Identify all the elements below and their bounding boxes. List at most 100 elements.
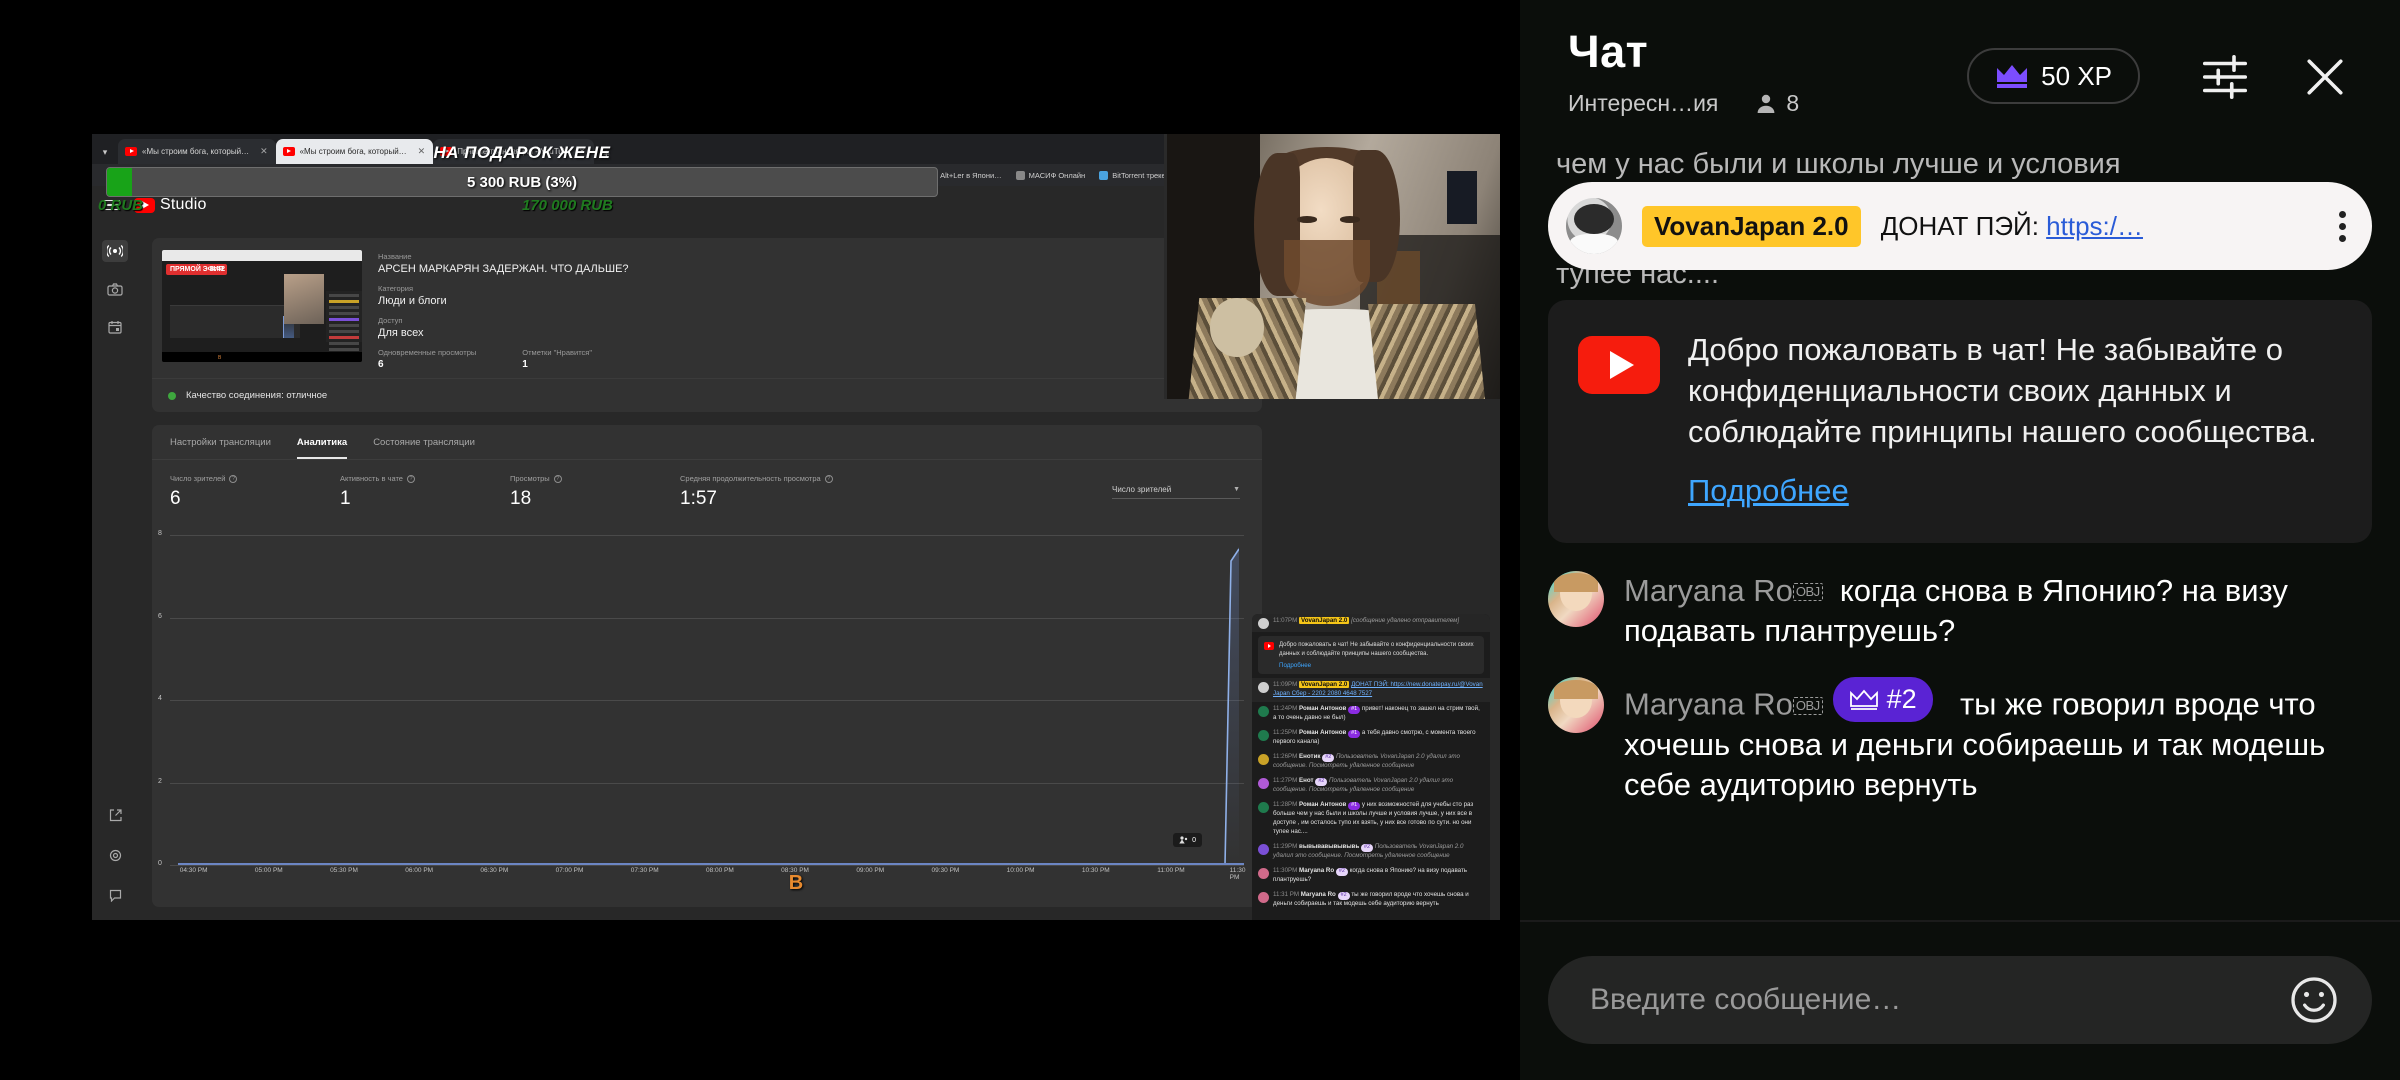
hamburger-menu-icon[interactable] [104, 199, 120, 211]
studio-wordmark: Studio [160, 196, 207, 213]
tab-analytics[interactable]: Аналитика [296, 437, 348, 459]
avatar [1548, 570, 1604, 627]
chevron-down-icon[interactable]: ▾ [102, 146, 108, 157]
schedule-icon[interactable] [102, 316, 128, 338]
message-author: VovanJapan 2.0 [1299, 617, 1350, 624]
notice-link[interactable]: Подробнее [1279, 662, 1312, 670]
xp-badge[interactable]: 50 XP [1967, 48, 2140, 104]
message-time: 11:24PM [1273, 705, 1298, 713]
analytics-tabs[interactable]: Настройки трансляции Аналитика Состояние… [152, 425, 1262, 460]
browser-tab-0[interactable]: «Мы строим бога, который… ✕ [118, 139, 276, 164]
notice-link[interactable]: Подробнее [1688, 472, 1849, 508]
message-time: 11:30PM [1273, 867, 1298, 875]
bookmark-item[interactable]: ЯРКСИ-Онлайн [697, 170, 765, 180]
studio-sidebar-bottom[interactable] [92, 804, 138, 906]
message-text: привет! наконец то зашел на стрим твой, … [1273, 705, 1480, 722]
studio-sidebar[interactable] [92, 224, 138, 920]
bookmark-label: МАСИФ Онлайн [1028, 170, 1086, 180]
bookmark-item[interactable]: BitTorrent трекер A… [1099, 170, 1184, 180]
preview-chat [326, 291, 362, 351]
message-author: Maryana Ro [1299, 867, 1335, 875]
pinned-message-link[interactable]: https:/… [2046, 210, 2143, 241]
close-icon[interactable]: ✕ [578, 146, 586, 156]
embedded-chat-message: 11:28PM Роман Антонов #1 у них возможнос… [1252, 798, 1490, 840]
video-stage[interactable]: ▾ «Мы строим бога, который… ✕ «Мы строим… [0, 0, 1520, 1080]
chat-message-list[interactable]: Добро пожаловать в чат! Не забывайте о к… [1520, 300, 2400, 920]
studio-logo[interactable]: Studio [134, 196, 207, 214]
bookmark-item[interactable]: ВКонтакте [863, 170, 914, 180]
gear-icon[interactable] [102, 844, 128, 866]
bookmark-item[interactable]: [НЕ] БЛОГ о Японии… [592, 170, 683, 180]
x-tick-label: 08:30 PM [781, 867, 809, 874]
preview-chart [170, 305, 300, 338]
message-author: Роман Антонов [1299, 801, 1347, 809]
tab-stream-settings[interactable]: Настройки трансляции [170, 437, 271, 448]
bookmark-item[interactable]: BitTorrent трекер [779, 170, 850, 180]
help-icon[interactable]: ? [229, 474, 238, 483]
embedded-chat-system-notice: Добро пожаловать в чат! Не забывайте о к… [1258, 636, 1484, 675]
message-author: вывывавывывывь [1299, 843, 1360, 851]
pinned-message-text: ДОНАТ ПЭЙ: https:/… [1881, 211, 2143, 242]
viewers-chart: 8 6 4 2 0 0 [158, 530, 1245, 881]
message-author: Maryana Ro [1300, 891, 1336, 899]
help-icon[interactable]: ? [824, 474, 833, 483]
member-badge: #1 [1348, 706, 1361, 715]
stat-likes: Отметки "Нравится" 1 [522, 348, 592, 370]
broadcast-icon[interactable] [102, 240, 128, 262]
member-badge-label: #2 [1886, 684, 1917, 715]
chat-message: Maryana Ro OBJ когда снова в Японию? на в… [1548, 570, 2372, 652]
new-tab-button[interactable]: + [602, 147, 610, 161]
x-tick-label: 07:00 PM [555, 867, 584, 874]
stream-info-card: ПРЯМОЙ ЭФИР 8:42 В Название АРСЕН МАРКАР… [152, 238, 1262, 378]
metric-chat-activity: Активность в чате? 1 [340, 474, 510, 510]
pinned-text-prefix: ДОНАТ ПЭЙ: [1880, 210, 2047, 241]
message-text: Пользователь VovanJapan 2.0 удалил это с… [1273, 753, 1460, 770]
embedded-live-chat[interactable]: 11:07PM VovanJapan 2.0 [сообщение удален… [1252, 614, 1490, 920]
chat-panel[interactable]: Чат Интересн…ия 8 50 XP [1520, 0, 2400, 1080]
connection-quality-text: Качество соединения: отличное [186, 390, 328, 401]
close-icon[interactable]: ✕ [417, 146, 426, 156]
x-tick-label: 05:30 PM [330, 867, 358, 874]
browser-tab-1[interactable]: «Мы строим бога, который… ✕ [275, 139, 434, 164]
external-link-icon[interactable] [102, 804, 128, 826]
message-text[interactable]: ДОНАТ ПЭЙ: https://new.donatepay.ru/@Vov… [1273, 681, 1483, 698]
stream-preview-thumbnail[interactable]: ПРЯМОЙ ЭФИР 8:42 В [162, 250, 362, 362]
bookmark-item[interactable]: Alt+Ler в Япони… [927, 170, 1002, 180]
smiley-icon[interactable] [2286, 972, 2342, 1028]
chart-x-axis [178, 863, 1244, 865]
close-icon[interactable]: ✕ [260, 146, 268, 156]
viewer-count-value: 8 [1786, 90, 1800, 116]
chart-metric-label: Число зрителей [1112, 485, 1172, 494]
camera-icon[interactable] [102, 278, 128, 300]
chart-metric-select[interactable]: Число зрителей ▼ [1112, 485, 1240, 499]
chat-stream-name: Интересн…ия [1568, 90, 1719, 116]
member-badge: #2 [1832, 677, 1933, 723]
xp-label: 50 XP [2041, 60, 2112, 91]
preview-subtitle-bar: В [162, 352, 362, 362]
streamer-webcam [1164, 134, 1500, 399]
bookmark-label: ВКонтакте [876, 170, 914, 180]
sliders-icon[interactable] [2198, 50, 2252, 104]
screen-share-video[interactable]: ▾ «Мы строим бога, который… ✕ «Мы строим… [92, 134, 1500, 920]
chat-subheader: Интересн…ия 8 [1568, 90, 2352, 117]
bookmark-item[interactable]: МАСИФ Онлайн [1015, 170, 1086, 180]
help-icon[interactable]: ? [553, 474, 562, 483]
help-icon[interactable]: ? [406, 474, 415, 483]
more-vertical-icon[interactable] [2339, 210, 2346, 242]
browser-tab-2[interactable]: Прямые трансляции - YouTub ✕ [433, 139, 594, 164]
message-time: 11:07PM [1273, 617, 1298, 624]
x-tick-label: 09:30 PM [931, 867, 960, 874]
pinned-message[interactable]: VovanJapan 2.0 ДОНАТ ПЭЙ: https:/… [1548, 182, 2372, 270]
feedback-icon[interactable] [102, 884, 128, 906]
close-icon[interactable] [2298, 50, 2352, 104]
x-tick-label: 09:00 PM [856, 867, 885, 874]
chat-system-notice: Добро пожаловать в чат! Не забывайте о к… [1548, 300, 2372, 543]
avatar [1258, 618, 1269, 629]
tab-stream-health[interactable]: Состояние трансляции [373, 437, 475, 448]
browser-tab-label: «Мы строим бога, который… [299, 147, 407, 156]
chat-input-row[interactable] [1548, 956, 2372, 1044]
embedded-chat-message: 11:29PM вывывавывывывь #2 Пользователь V… [1252, 840, 1490, 864]
x-tick-label: 11:30 PM [1229, 867, 1246, 881]
chat-input[interactable] [1590, 983, 2286, 1017]
